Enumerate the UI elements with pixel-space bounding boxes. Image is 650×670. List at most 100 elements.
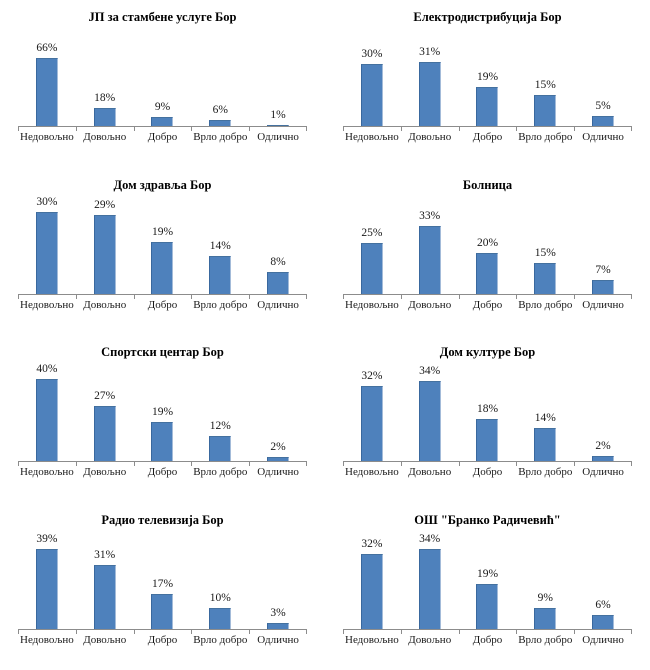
- bar: [592, 456, 615, 461]
- value-label: 14%: [209, 239, 231, 252]
- category-label: Добро: [472, 298, 503, 311]
- axis-tick: [191, 462, 193, 466]
- value-label: 19%: [151, 406, 174, 418]
- category-label-row: Недовољно Довољно Добро Врло добро Одлично: [343, 130, 632, 148]
- value-label: 31%: [419, 46, 441, 58]
- category-label: Довољно: [408, 466, 452, 478]
- bar-slot: 14%: [516, 362, 574, 461]
- plot-area: 39% 31% 17% 10% 3%: [18, 530, 307, 634]
- plot-area: 32% 34% 18% 14% 2%: [343, 362, 632, 466]
- category-label: Одлично: [257, 466, 299, 478]
- bar: [418, 548, 441, 629]
- bar-slot: 32%: [343, 362, 401, 461]
- bar-slot: 10%: [191, 530, 249, 629]
- plot-area: 25% 33% 20% 15% 7%: [343, 195, 632, 299]
- bar-slot: 6%: [574, 530, 632, 629]
- bar-slot: 5%: [574, 27, 632, 126]
- value-label: 7%: [595, 263, 611, 276]
- value-label: 3%: [270, 606, 286, 619]
- category-label: Довољно: [408, 633, 452, 646]
- value-label: 5%: [595, 100, 611, 112]
- bar: [360, 242, 383, 294]
- bar-chart-6: Дом културе Бор 32% 34% 18% 14% 2% Недовољно…: [325, 335, 650, 503]
- chart-title: Спортски центар Бор: [101, 345, 224, 359]
- axis-tick: [249, 294, 251, 299]
- bar-slot: 7%: [574, 195, 632, 294]
- bar: [267, 622, 290, 629]
- chart-title: Дом културе Бор: [439, 345, 536, 359]
- bar: [35, 379, 58, 461]
- axis-tick: [516, 629, 518, 634]
- axis-tick: [75, 629, 77, 634]
- value-label: 40%: [36, 363, 58, 375]
- bar-slot: 29%: [76, 195, 134, 294]
- axis-tick: [133, 127, 135, 131]
- axis-tick: [191, 127, 193, 131]
- category-label: Недовољно: [20, 131, 74, 143]
- bar: [209, 120, 232, 126]
- bar: [93, 214, 116, 294]
- bar-slot: 19%: [134, 195, 192, 294]
- plot-area: 66% 18% 9% 6% 1%: [18, 27, 307, 131]
- axis-tick: [574, 127, 576, 131]
- axis-tick: [516, 294, 518, 299]
- bar-chart-5: Спортски центар Бор 40% 27% 19% 12% 2% Недов…: [0, 335, 325, 503]
- value-label: 19%: [476, 567, 499, 580]
- category-label-row: Недовољно Довољно Добро Врло добро Одлично: [18, 633, 307, 651]
- bar-slot: 30%: [18, 195, 76, 294]
- category-label: Добро: [147, 131, 178, 143]
- bar: [534, 95, 557, 126]
- bar-slot: 40%: [18, 362, 76, 461]
- axis-tick: [458, 127, 460, 131]
- value-label: 2%: [595, 440, 611, 452]
- axis-tick: [18, 294, 19, 299]
- value-label: 6%: [595, 598, 611, 611]
- bar-slot: 8%: [249, 195, 307, 294]
- plot-area: 32% 34% 19% 9% 6%: [343, 530, 632, 634]
- value-label: 2%: [270, 441, 286, 453]
- bar: [418, 225, 441, 294]
- category-label: Одлично: [257, 633, 299, 646]
- bar-slot: 33%: [401, 195, 459, 294]
- axis-tick: [249, 127, 251, 131]
- value-label: 32%: [361, 370, 383, 382]
- axis-tick: [133, 294, 135, 299]
- category-label: Недовољно: [20, 298, 74, 311]
- category-label: Врло добро: [518, 633, 573, 646]
- bar-slot: 2%: [574, 362, 632, 461]
- value-label: 30%: [36, 195, 58, 208]
- category-label: Одлично: [257, 298, 299, 311]
- chart-title: ЈП за стамбене услуге Бор: [88, 10, 237, 24]
- bar: [151, 241, 174, 294]
- category-label: Одлично: [582, 131, 624, 143]
- bar-slot: 3%: [249, 530, 307, 629]
- category-label: Добро: [472, 633, 503, 646]
- chart-title: Радио телевизија Бор: [101, 512, 224, 527]
- category-label-row: Недовољно Довољно Добро Врло добро Одлично: [343, 633, 632, 651]
- axis-tick: [343, 629, 344, 634]
- bar-slot: 12%: [191, 362, 249, 461]
- category-label: Недовољно: [345, 298, 399, 311]
- value-label: 39%: [36, 532, 58, 545]
- axis-tick: [75, 127, 77, 131]
- category-label-row: Недовољно Довољно Добро Врло добро Одлично: [343, 465, 632, 483]
- category-label: Недовољно: [20, 633, 74, 646]
- category-label: Одлично: [582, 633, 624, 646]
- bar-slot: 2%: [249, 362, 307, 461]
- bar-chart-3: Дом здравља Бор 30% 29% 19% 14% 8% Недовољно…: [0, 168, 325, 336]
- category-label: Довољно: [83, 131, 127, 143]
- value-label: 15%: [534, 79, 556, 91]
- value-label: 14%: [534, 412, 556, 424]
- axis-tick: [191, 294, 193, 299]
- value-label: 9%: [537, 591, 553, 604]
- value-label: 27%: [94, 390, 116, 402]
- bar: [151, 422, 174, 461]
- value-label: 15%: [534, 246, 556, 259]
- axis-tick: [400, 629, 402, 634]
- axis-tick: [343, 294, 344, 299]
- axis-tick: [574, 629, 576, 634]
- category-label: Врло добро: [193, 466, 248, 478]
- value-label: 33%: [419, 209, 441, 222]
- bar-slot: 18%: [76, 27, 134, 126]
